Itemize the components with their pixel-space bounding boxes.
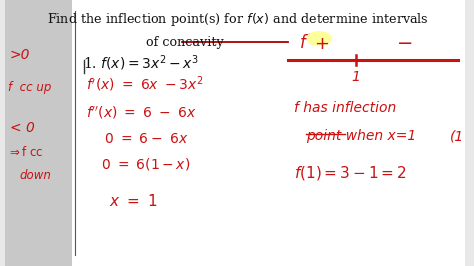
Text: $f''(x)\ =\ 6\ -\ 6x$: $f''(x)\ =\ 6\ -\ 6x$ bbox=[86, 105, 197, 121]
FancyBboxPatch shape bbox=[72, 0, 465, 266]
Text: $0\ =\ 6-\ 6x$: $0\ =\ 6-\ 6x$ bbox=[104, 132, 189, 146]
Text: $\Rightarrow$f cc: $\Rightarrow$f cc bbox=[7, 145, 43, 159]
Text: $f'(x)\ =\ 6x\ -3x^2$: $f'(x)\ =\ 6x\ -3x^2$ bbox=[86, 74, 203, 94]
Text: +: + bbox=[314, 35, 329, 53]
FancyBboxPatch shape bbox=[5, 0, 72, 266]
Text: $f(1) = 3 - 1 = 2$: $f(1) = 3 - 1 = 2$ bbox=[294, 164, 407, 182]
Circle shape bbox=[307, 32, 331, 45]
Text: 1. $f(x) = 3x^2 - x^3$: 1. $f(x) = 3x^2 - x^3$ bbox=[82, 53, 199, 73]
Text: $x\ =\ 1$: $x\ =\ 1$ bbox=[109, 193, 157, 209]
Text: >0: >0 bbox=[10, 48, 30, 62]
Text: down: down bbox=[19, 169, 51, 182]
Text: $f''$: $f''$ bbox=[299, 33, 314, 52]
Text: Find the inflection point(s) for $f(x)$ and determine intervals: Find the inflection point(s) for $f(x)$ … bbox=[46, 11, 428, 28]
Text: f  cc up: f cc up bbox=[8, 81, 51, 94]
Text: (1: (1 bbox=[450, 129, 465, 143]
Text: of concavity: of concavity bbox=[146, 36, 223, 49]
Text: < 0: < 0 bbox=[10, 121, 35, 135]
Text: f has inflection: f has inflection bbox=[294, 101, 396, 115]
Text: 1: 1 bbox=[351, 70, 360, 85]
Text: −: − bbox=[397, 34, 413, 53]
Text: $0\ =\ 6(1-x)$: $0\ =\ 6(1-x)$ bbox=[100, 156, 190, 172]
Text: point when x=1: point when x=1 bbox=[306, 129, 417, 143]
